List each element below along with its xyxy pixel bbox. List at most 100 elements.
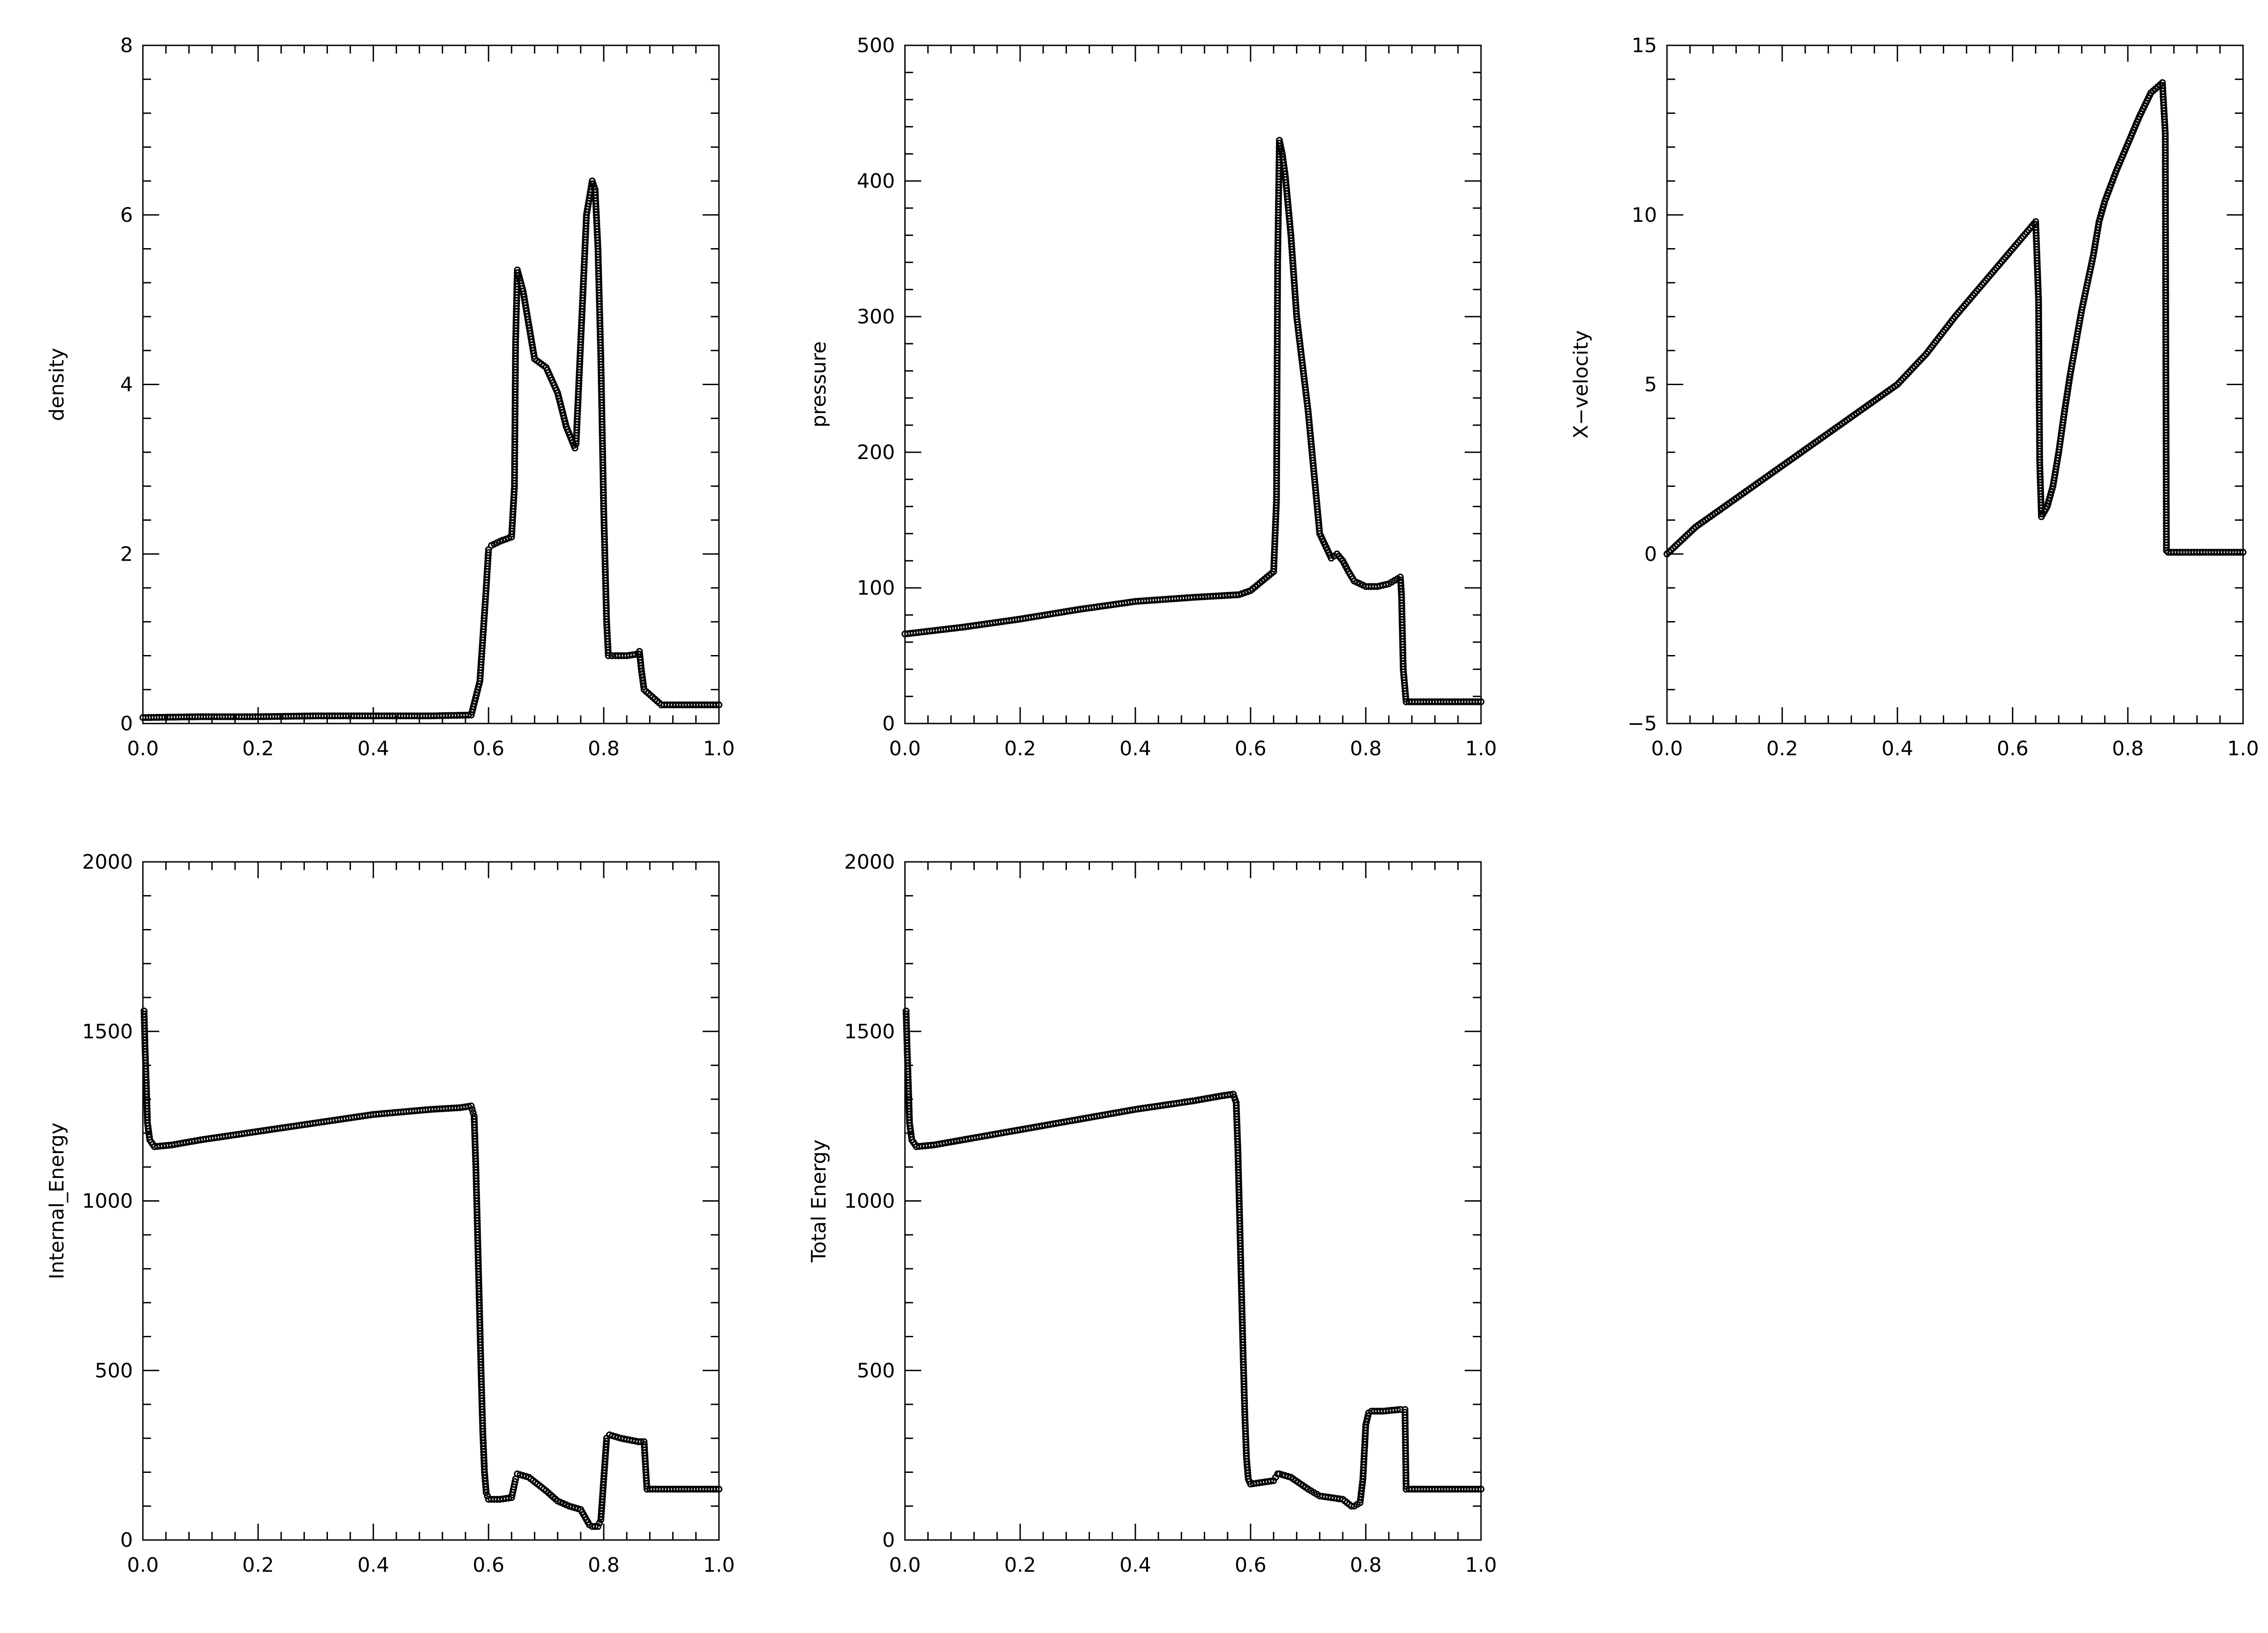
x-tick-label: 0.8 xyxy=(588,1554,620,1577)
x-tick-label: 0.8 xyxy=(1350,1554,1382,1577)
x-tick-label: 0.8 xyxy=(588,737,620,760)
x-tick-label: 1.0 xyxy=(703,737,735,760)
data-point xyxy=(2099,206,2106,214)
y-tick-label: 0 xyxy=(882,1529,895,1552)
data-point xyxy=(2044,500,2052,507)
data-point xyxy=(1364,1412,1372,1419)
data-point xyxy=(2047,491,2054,499)
x-tick-label: 0.4 xyxy=(1119,737,1151,760)
data-point xyxy=(2046,494,2053,501)
plot-frame xyxy=(904,44,1482,724)
x-tick-label: 0.2 xyxy=(1004,1554,1036,1577)
data-point xyxy=(482,1486,489,1493)
data-point xyxy=(591,1523,599,1530)
data-point xyxy=(715,1486,723,1493)
x-tick-label: 0.6 xyxy=(473,1554,504,1577)
y-tick-label: 0 xyxy=(120,712,133,735)
data-point xyxy=(608,652,616,660)
x-tick-label: 0.2 xyxy=(242,1554,274,1577)
y-tick-label: 400 xyxy=(857,170,895,193)
y-tick-label: 15 xyxy=(1632,34,1657,57)
x-tick-label: 0.4 xyxy=(357,1554,389,1577)
x-tick-label: 0.6 xyxy=(1235,1554,1266,1577)
y-tick-label: 2000 xyxy=(844,851,895,874)
y-tick-label: 1500 xyxy=(82,1020,133,1043)
x-tick-label: 1.0 xyxy=(1465,737,1497,760)
y-axis-label-x-velocity: X−velocity xyxy=(1569,330,1593,439)
y-tick-label: 200 xyxy=(857,441,895,464)
panel-internal-energy: 0.0 0.2 0.4 0.6 0.8 1.0 0 500 1000 1500 2000 Intern… xyxy=(45,851,735,1577)
panel-x-velocity: 0.0 0.2 0.4 0.6 0.8 1.0 −5 0 5 10 15 X−velocity xyxy=(1569,34,2259,760)
plot-frame xyxy=(1666,44,2244,724)
y-tick-label: 2 xyxy=(120,543,133,566)
y-tick-label: 300 xyxy=(857,305,895,328)
panel-total-energy: 0.0 0.2 0.4 0.6 0.8 1.0 0 500 1000 1500 2000 Total … xyxy=(807,851,1497,1577)
data-point xyxy=(1382,581,1390,588)
plot-frame xyxy=(142,44,720,724)
data-point xyxy=(603,1437,610,1445)
data-point xyxy=(1267,1477,1275,1485)
data-point xyxy=(483,1489,490,1496)
data-point xyxy=(1348,1502,1355,1510)
x-tick-label: 0.0 xyxy=(127,737,159,760)
y-tick-label: 1000 xyxy=(844,1190,895,1213)
x-tick-label: 0.0 xyxy=(889,1554,921,1577)
data-point xyxy=(2099,204,2107,211)
y-tick-label: 500 xyxy=(857,1359,895,1382)
y-tick-label: 500 xyxy=(95,1359,133,1382)
x-tick-label: 0.6 xyxy=(1235,737,1266,760)
y-axis-label-density: density xyxy=(45,348,68,421)
y-tick-label: −5 xyxy=(1628,712,1657,735)
data-point xyxy=(469,1106,476,1113)
data-point xyxy=(1362,1421,1369,1428)
y-tick-label: 5 xyxy=(1644,373,1657,396)
data-point xyxy=(2045,497,2053,504)
y-tick-label: 0 xyxy=(120,1529,133,1552)
y-tick-label: 2000 xyxy=(82,851,133,874)
data-point xyxy=(1364,1415,1371,1423)
x-tick-label: 1.0 xyxy=(2227,737,2259,760)
y-tick-label: 10 xyxy=(1632,204,1657,227)
data-point xyxy=(2237,548,2244,556)
data-point xyxy=(594,1523,601,1530)
x-tick-label: 0.2 xyxy=(1004,737,1036,760)
x-tick-label: 0.4 xyxy=(357,737,389,760)
x-tick-label: 0.2 xyxy=(242,737,274,760)
data-point xyxy=(1475,1486,1482,1493)
x-tick-label: 0.0 xyxy=(127,1554,159,1577)
data-point xyxy=(485,549,492,556)
data-point xyxy=(1475,698,1482,705)
x-tick-label: 0.0 xyxy=(889,737,921,760)
y-axis-label-internal-energy: Internal_Energy xyxy=(45,1123,68,1280)
data-point xyxy=(2100,200,2107,208)
data-point xyxy=(484,1492,491,1500)
data-point xyxy=(596,1520,603,1527)
panel-pressure: 0.0 0.2 0.4 0.6 0.8 1.0 0 100 200 300 400 500 pressu… xyxy=(807,34,1497,760)
data-point xyxy=(605,652,612,660)
data-point xyxy=(713,701,720,709)
y-tick-label: 4 xyxy=(120,373,133,396)
x-tick-label: 0.4 xyxy=(1882,737,1913,760)
x-tick-label: 0.6 xyxy=(1997,737,2028,760)
x-tick-label: 1.0 xyxy=(1465,1554,1497,1577)
x-tick-label: 0.8 xyxy=(1350,737,1382,760)
plot-frame xyxy=(904,861,1482,1541)
data-point xyxy=(1477,698,1485,705)
data-point xyxy=(2043,503,2051,510)
data-point xyxy=(1363,1418,1370,1425)
data-point xyxy=(2095,218,2103,225)
data-point xyxy=(2239,548,2247,556)
y-tick-label: 500 xyxy=(857,34,895,57)
data-point xyxy=(2097,212,2104,220)
x-tick-label: 0.6 xyxy=(473,737,504,760)
y-tick-label: 8 xyxy=(120,34,133,57)
y-tick-label: 0 xyxy=(1644,543,1657,566)
y-tick-label: 1500 xyxy=(844,1020,895,1043)
data-point xyxy=(469,1109,477,1116)
data-point xyxy=(2096,215,2103,222)
x-tick-label: 0.2 xyxy=(1766,737,1798,760)
panel-density: 0.0 0.2 0.4 0.6 0.8 1.0 0 2 4 6 8 density xyxy=(45,34,735,760)
data-point xyxy=(468,1102,475,1110)
y-tick-label: 100 xyxy=(857,577,895,600)
